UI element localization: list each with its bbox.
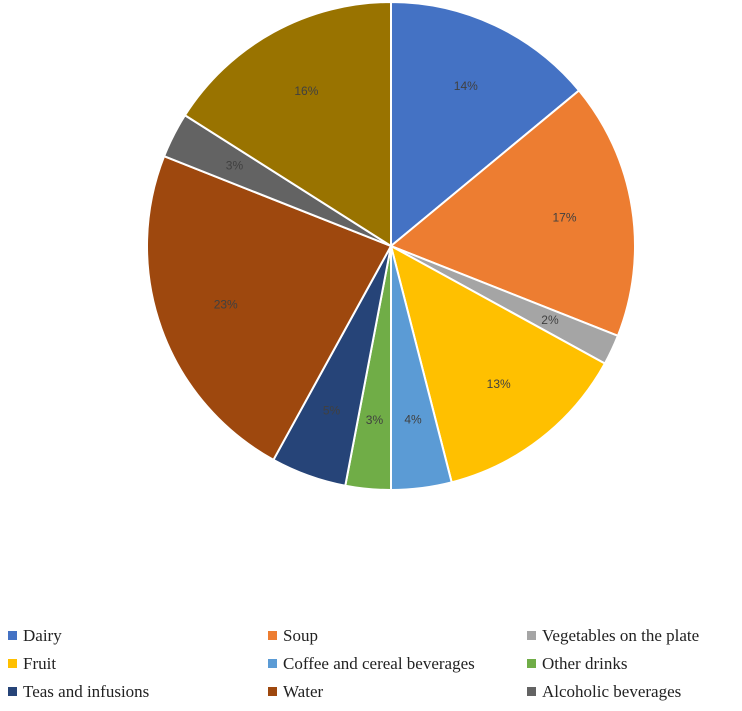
legend-swatch — [527, 686, 536, 696]
data-label-dairy: 14% — [454, 79, 478, 93]
legend-item-alcoholic: Alcoholic beverages — [527, 682, 681, 702]
legend-label: Fruit — [23, 654, 57, 673]
data-label-other-drinks: 3% — [366, 413, 384, 427]
legend-label: Water — [283, 682, 324, 701]
slice-fruit — [389, 244, 607, 484]
slice-soup — [389, 89, 636, 338]
slice-water — [146, 154, 393, 462]
data-label-alcoholic-beverages: 3% — [226, 158, 244, 172]
pie-data-labels: 14% 17% 2% 13% 4% 3% 5% 23% 3% 16% — [214, 79, 577, 427]
legend-item-other-drinks: Other drinks — [527, 654, 627, 674]
legend-swatch — [527, 658, 536, 668]
legend-item-coffee: Coffee and cereal beverages — [268, 654, 475, 674]
legend-swatch — [268, 658, 277, 668]
data-label-fruit: 13% — [487, 377, 511, 391]
legend-label: Dairy — [23, 626, 62, 645]
legend-label: Soup — [283, 626, 318, 645]
legend-label: Vegetables on the plate — [542, 626, 700, 645]
legend-swatch — [8, 686, 17, 696]
legend-swatch — [8, 630, 17, 640]
legend-item-teas: Teas and infusions — [8, 682, 149, 702]
legend-label: Other drinks — [542, 654, 628, 673]
legend-swatch — [8, 658, 17, 668]
legend-swatch — [268, 686, 277, 696]
legend-item-dairy: Dairy — [8, 626, 62, 646]
legend-item-water: Water — [268, 682, 323, 702]
legend-swatch — [268, 630, 277, 640]
legend-item-soup: Soup — [268, 626, 318, 646]
data-label-unlabeled: 16% — [294, 84, 318, 98]
pie-slices — [146, 0, 636, 492]
legend-swatch — [527, 630, 536, 640]
legend-label: Alcoholic beverages — [542, 682, 682, 701]
legend-label: Coffee and cereal beverages — [283, 654, 475, 673]
data-label-vegetables-on-the-plate: 2% — [541, 313, 559, 327]
legend-item-fruit: Fruit — [8, 654, 56, 674]
data-label-water: 23% — [214, 298, 238, 312]
data-label-teas-and-infusions: 5% — [323, 403, 341, 417]
data-label-coffee-and-cereal-beverages: 4% — [404, 412, 422, 426]
data-label-soup: 17% — [553, 211, 577, 225]
slice-dairy — [390, 0, 581, 249]
legend-item-vegetables: Vegetables on the plate — [527, 626, 699, 646]
legend-label: Teas and infusions — [23, 682, 150, 701]
slice-unlabeled — [183, 0, 392, 248]
pie-chart: 14% 17% 2% 13% 4% 3% 5% 23% 3% 16% — [146, 0, 636, 492]
